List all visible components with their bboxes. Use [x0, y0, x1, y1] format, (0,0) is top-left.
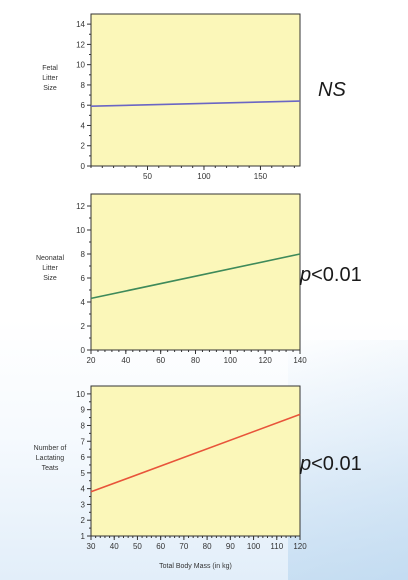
y-tick-label: 10	[76, 61, 85, 70]
y-tick-label: 12	[76, 40, 85, 49]
y-tick-label: 9	[81, 406, 86, 415]
x-tick-label: 100	[197, 172, 211, 181]
y-tick-label: 4	[81, 298, 86, 307]
y-tick-label: 12	[76, 202, 85, 211]
y-tick-label: 3	[81, 500, 86, 509]
x-tick-label: 30	[87, 542, 96, 551]
series-line-1	[90, 413, 301, 493]
y-tick-label: 0	[81, 346, 86, 355]
y-tick-label: 8	[81, 81, 86, 90]
y-tick-label: 6	[81, 101, 86, 110]
y-tick-label: 0	[81, 162, 86, 171]
significance-label: p<0.01	[299, 453, 362, 475]
y-tick-label: 2	[81, 516, 86, 525]
y-tick-label: 6	[81, 274, 86, 283]
x-tick-label: 50	[133, 542, 142, 551]
y-tick-label: 4	[81, 485, 86, 494]
y-tick-label: 10	[76, 390, 85, 399]
background-accent	[288, 340, 408, 580]
y-axis-label: Neonatal Litter Size	[36, 255, 64, 282]
y-tick-label: 2	[81, 142, 86, 151]
chart-panel-1: 0 2 4 6 8 10 12 14 50 100 150 Fetal Litter Size NS	[42, 13, 346, 181]
x-tick-label: 60	[156, 356, 165, 365]
y-tick-label: 8	[81, 421, 86, 430]
x-tick-label: 40	[121, 356, 130, 365]
x-tick-label: 50	[143, 172, 152, 181]
x-tick-label: 60	[156, 542, 165, 551]
y-tick-label: 4	[81, 121, 86, 130]
y-tick-label: 7	[81, 437, 86, 446]
chart-panel-3: 1 2 3 4 5 6 7 8 9 10 30 40 50 60 70 80 90 100 110 120 Number…	[34, 385, 362, 570]
x-tick-label: 110	[270, 542, 283, 551]
y-tick-label: 6	[81, 453, 86, 462]
y-tick-label: 5	[81, 469, 86, 478]
y-tick-label: 8	[81, 250, 86, 259]
y-tick-label: 1	[81, 532, 86, 541]
x-tick-label: 120	[258, 356, 272, 365]
significance-label: p<0.01	[299, 264, 362, 286]
chart-panel-2: 0 2 4 6 8 10 12 20 40 60 80 100 120 140 Neonatal Litter…	[36, 193, 362, 365]
y-tick-label: 2	[81, 322, 86, 331]
x-tick-label: 150	[254, 172, 268, 181]
plot-area	[90, 193, 301, 351]
y-axis-label: Number of Lactating Teats	[34, 445, 67, 472]
x-tick-label: 100	[247, 542, 261, 551]
y-tick-label: 10	[76, 226, 85, 235]
y-axis-label: Fetal Litter Size	[42, 65, 58, 92]
x-tick-label: 70	[179, 542, 188, 551]
x-tick-label: 120	[293, 542, 307, 551]
series-line-1	[90, 253, 301, 300]
plot-area	[90, 385, 301, 537]
plot-area	[90, 13, 301, 167]
x-tick-label: 80	[191, 356, 200, 365]
x-tick-label: 20	[87, 356, 96, 365]
x-axis-label: Total Body Mass (in kg)	[159, 563, 232, 570]
y-tick-label: 14	[76, 20, 85, 29]
x-tick-label: 140	[293, 356, 307, 365]
x-tick-label: 100	[224, 356, 238, 365]
x-tick-label: 90	[226, 542, 235, 551]
x-tick-label: 40	[110, 542, 119, 551]
series-line-1	[90, 100, 301, 107]
x-tick-label: 80	[203, 542, 212, 551]
significance-label: NS	[318, 79, 346, 101]
